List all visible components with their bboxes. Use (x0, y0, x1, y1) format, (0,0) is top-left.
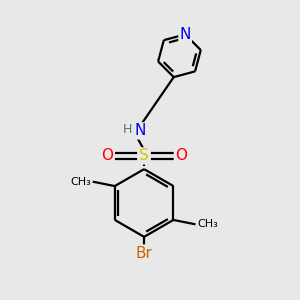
Text: N: N (134, 123, 146, 138)
Text: O: O (101, 148, 113, 164)
Text: CH₃: CH₃ (197, 219, 218, 229)
Text: O: O (175, 148, 187, 164)
Text: H: H (123, 123, 133, 136)
Text: N: N (179, 27, 191, 42)
Text: S: S (139, 148, 149, 164)
Text: CH₃: CH₃ (70, 177, 91, 187)
Text: Br: Br (136, 246, 152, 261)
